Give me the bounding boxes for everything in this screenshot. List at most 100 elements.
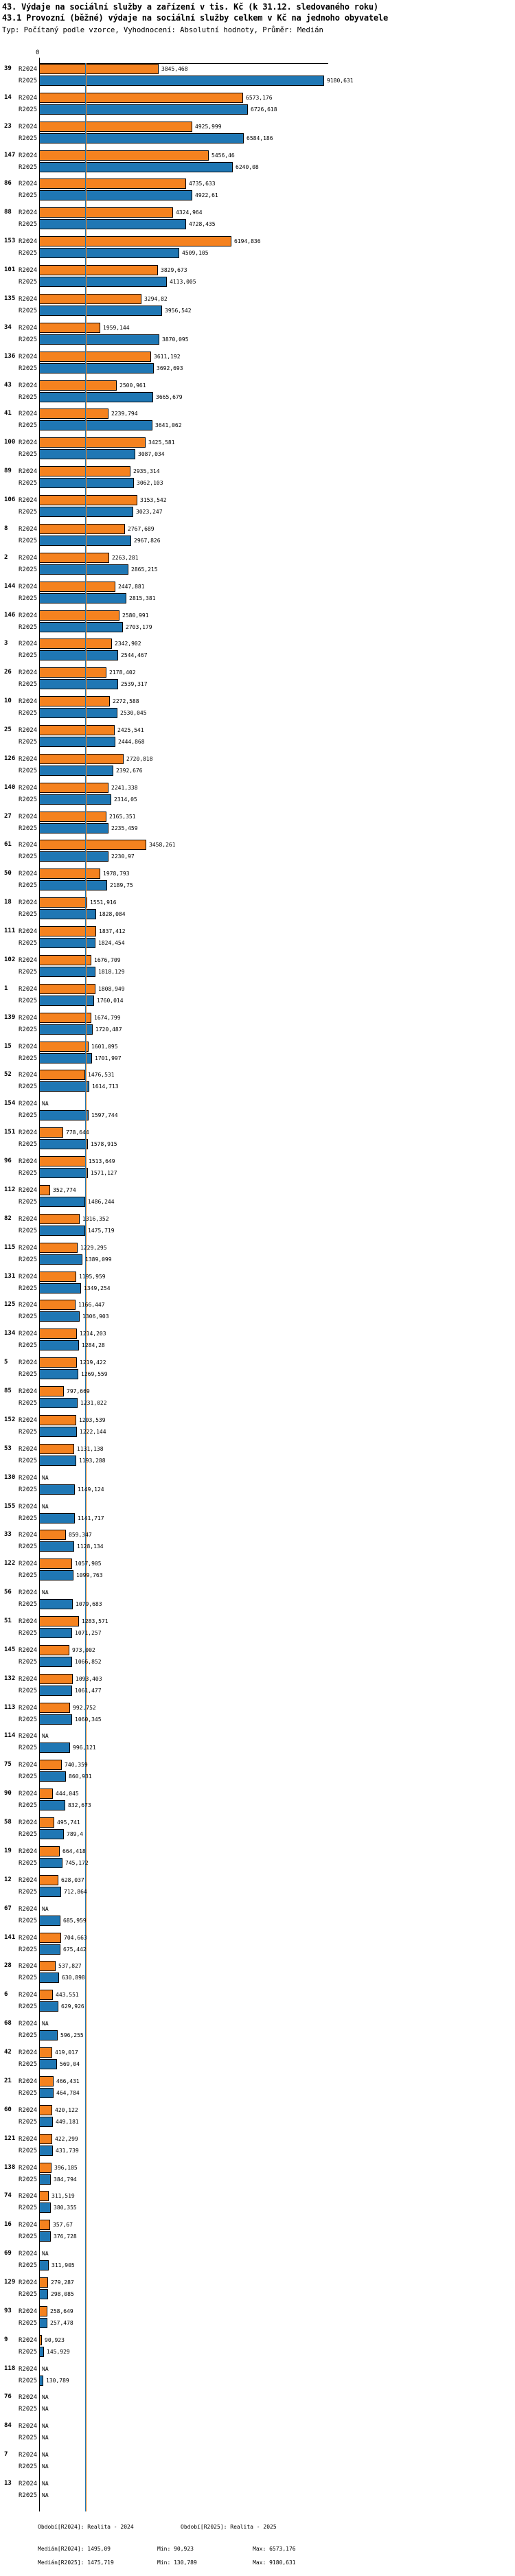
period-label-r2025: R2025: [19, 250, 38, 257]
bar-r2025: [39, 1829, 64, 1839]
bar-value-label: 685,959: [63, 1918, 87, 1924]
period-label-r2025: R2025: [19, 279, 38, 286]
bar-value-label: 4922,61: [195, 192, 218, 198]
bar-value-label: 1060,345: [75, 1716, 102, 1723]
bar-r2024: [39, 783, 108, 793]
period-label-r2024: R2024: [19, 1015, 38, 1022]
bar-value-label: 3425,581: [148, 439, 175, 446]
period-label-r2025: R2025: [19, 1055, 38, 1062]
period-label-r2025: R2025: [19, 164, 38, 171]
bar-r2024: [39, 1817, 54, 1828]
bar-value-label: 466,431: [56, 2078, 80, 2084]
period-label-r2024: R2024: [19, 584, 38, 590]
group-label: 8: [4, 525, 8, 532]
period-label-r2024: R2024: [19, 1388, 38, 1395]
bar-value-label: 596,255: [60, 2032, 84, 2038]
group-label: 84: [4, 2422, 12, 2429]
period-label-r2024: R2024: [19, 2021, 38, 2027]
bar-r2024: [39, 840, 146, 850]
bar-r2024: [39, 582, 115, 592]
bar-value-label: 2241,338: [111, 785, 138, 791]
bar-value-label: 1760,014: [97, 998, 124, 1004]
bar-value-label: 3641,062: [155, 422, 182, 428]
period-label-r2024: R2024: [19, 1647, 38, 1654]
bar-r2025: [39, 334, 159, 345]
group-label: 134: [4, 1330, 16, 1337]
bar-value-label: 1099,763: [76, 1572, 103, 1578]
bar-r2024: [39, 1933, 61, 1943]
period-label-r2024: R2024: [19, 1532, 38, 1539]
bar-r2024: [39, 639, 112, 649]
period-label-r2024: R2024: [19, 2394, 38, 2401]
bar-r2025: [39, 650, 118, 660]
group-label: 82: [4, 1215, 12, 1222]
bar-r2025: [39, 1254, 82, 1265]
bar-r2024: [39, 265, 158, 275]
period-label-r2025: R2025: [19, 1228, 38, 1234]
bar-value-na: NA: [42, 1475, 49, 1481]
period-label-r2025: R2025: [19, 2119, 38, 2126]
group-label: 132: [4, 1675, 16, 1682]
bar-r2024: [39, 2306, 47, 2316]
group-label: 126: [4, 755, 16, 762]
period-label-r2024: R2024: [19, 785, 38, 792]
group-label: 2: [4, 554, 8, 561]
bar-r2025: [39, 593, 126, 603]
bar-value-label: 1818,129: [98, 969, 125, 975]
bar-value-label: 740,359: [65, 1762, 88, 1768]
group-label: 1: [4, 985, 8, 992]
period-label-r2024: R2024: [19, 2337, 38, 2344]
period-label-r2025: R2025: [19, 2291, 38, 2298]
group-label: 74: [4, 2192, 12, 2199]
bar-r2024: [39, 2277, 48, 2288]
period-label-r2024: R2024: [19, 1101, 38, 1107]
bar-r2025: [39, 2174, 51, 2185]
period-label-r2024: R2024: [19, 209, 38, 216]
bar-value-label: 2178,402: [109, 669, 136, 676]
bar-value-label: 1195,959: [79, 1274, 106, 1280]
group-label: 90: [4, 1790, 12, 1797]
period-label-r2025: R2025: [19, 2262, 38, 2269]
bar-value-label: 629,926: [61, 2003, 84, 2010]
legend-item-r2024: Období[R2024]: Realita - 2024: [38, 2524, 134, 2530]
period-label-r2025: R2025: [19, 2435, 38, 2441]
period-label-r2024: R2024: [19, 1676, 38, 1683]
bar-r2025: [39, 880, 107, 890]
group-label: 86: [4, 180, 12, 187]
bar-r2024: [39, 869, 100, 879]
period-label-r2025: R2025: [19, 1141, 38, 1148]
group-label: 25: [4, 726, 12, 733]
period-label-r2025: R2025: [19, 2032, 38, 2039]
group-label: 15: [4, 1043, 12, 1050]
bar-value-label: 6584,186: [247, 135, 273, 141]
bar-value-label: 1701,997: [95, 1055, 122, 1061]
period-label-r2025: R2025: [19, 1342, 38, 1349]
period-label-r2024: R2024: [19, 439, 38, 446]
bar-value-na: NA: [42, 1733, 49, 1739]
group-label: 130: [4, 1474, 16, 1481]
bar-value-na: NA: [42, 2492, 49, 2498]
bar-value-label: 1061,477: [75, 1688, 102, 1694]
bar-value-label: 569,04: [60, 2061, 80, 2067]
bar-r2025: [39, 766, 113, 776]
bar-value-label: 2272,588: [113, 698, 139, 704]
bar-r2024: [39, 524, 125, 534]
bar-r2024: [39, 2047, 52, 2058]
bar-value-label: 1079,683: [76, 1601, 102, 1607]
group-label: 60: [4, 2106, 12, 2113]
bar-value-na: NA: [42, 1589, 49, 1596]
bar-r2024: [39, 409, 108, 419]
period-label-r2024: R2024: [19, 641, 38, 647]
group-label: 141: [4, 1934, 16, 1941]
bar-value-label: 2230,97: [111, 853, 135, 860]
bar-value-label: 2444,868: [118, 739, 145, 745]
period-label-r2024: R2024: [19, 2193, 38, 2200]
bar-value-label: 3023,247: [136, 509, 163, 515]
bar-value-label: 1269,559: [81, 1371, 108, 1377]
bar-r2024: [39, 1156, 86, 1166]
period-label-r2024: R2024: [19, 871, 38, 877]
period-label-r2024: R2024: [19, 2049, 38, 2056]
bar-r2024: [39, 323, 100, 333]
bar-value-label: 1193,288: [79, 1458, 106, 1464]
group-label: 12: [4, 1876, 12, 1883]
